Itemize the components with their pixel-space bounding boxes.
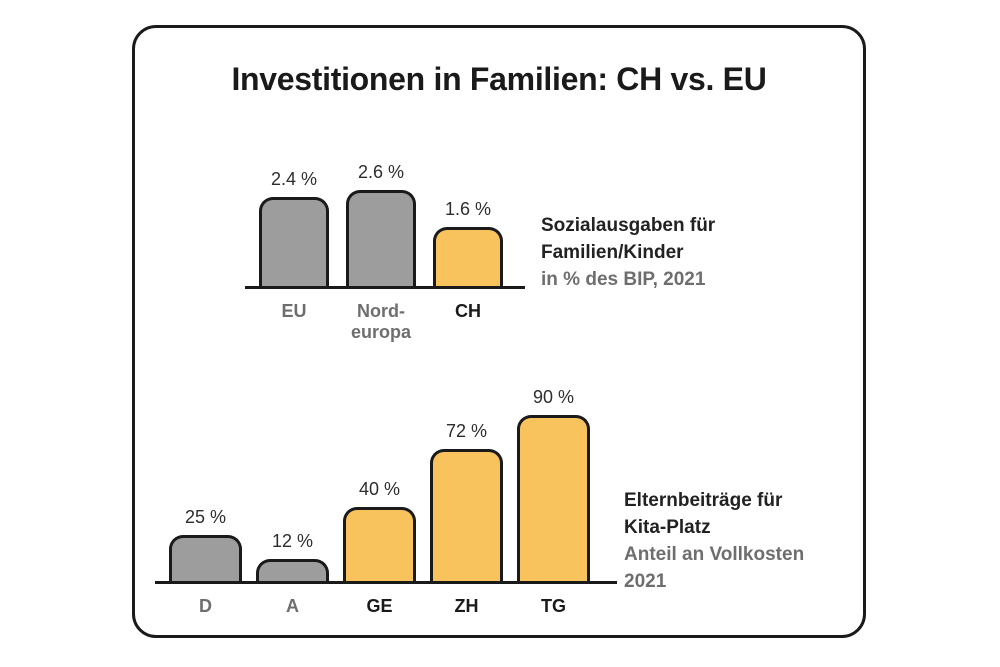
bar-value-label: 25 % xyxy=(184,507,227,527)
bar xyxy=(256,558,329,581)
chart-card: Investitionen in Familien: CH vs. EU 2.4… xyxy=(132,25,866,638)
bar xyxy=(433,226,503,286)
bar-value-label: 2.4 % xyxy=(270,169,318,190)
caption-subline: in % des BIP, 2021 xyxy=(541,269,706,290)
axis-labels-elternbeitraege: D A GE ZH TG xyxy=(155,587,617,617)
axis-labels-sozialausgaben: EU Nord- europa CH xyxy=(245,292,525,343)
bar-plot-elternbeitraege: 25 % 12 % 40 % 72 % 90 % xyxy=(155,28,617,584)
bar-value-label: 1.6 % xyxy=(444,198,492,219)
chart-caption-sozialausgaben: Sozialausgaben für Familien/Kinder in % … xyxy=(541,212,715,293)
bar-plot-sozialausgaben: 2.4 % 2.6 % 1.6 % xyxy=(245,28,525,289)
bar-column-zh: 72 % xyxy=(430,421,503,581)
category-label: D xyxy=(199,596,212,616)
caption-line: Familien/Kinder xyxy=(541,242,684,263)
bar-column-tg: 90 % xyxy=(517,387,590,581)
bar xyxy=(346,190,416,286)
bar xyxy=(343,507,416,581)
caption-line: Sozialausgaben für xyxy=(541,215,716,236)
category-label: EU xyxy=(281,301,307,321)
category-label: CH xyxy=(455,301,481,321)
bar-column-eu: 2.4 % xyxy=(259,169,329,286)
bar xyxy=(169,535,242,581)
bar xyxy=(430,448,503,581)
bar-column-d: 25 % xyxy=(169,507,242,581)
caption-subline: Anteil an Vollkosten xyxy=(624,544,805,565)
caption-line: Elternbeiträge für xyxy=(624,490,783,511)
caption-line: Kita-Platz xyxy=(624,517,711,538)
page-title: Investitionen in Familien: CH vs. EU xyxy=(231,61,767,97)
bar-column-ge: 40 % xyxy=(343,479,416,581)
category-label: Nord- europa xyxy=(350,301,411,342)
caption-subline: 2021 xyxy=(624,571,667,592)
chart-caption-elternbeitraege: Elternbeiträge für Kita-Platz Anteil an … xyxy=(624,487,804,595)
bar-value-label: 90 % xyxy=(532,387,575,408)
bar xyxy=(517,415,590,581)
bar-column-ch: 1.6 % xyxy=(433,199,503,286)
bar-column-nord-europa: 2.6 % xyxy=(346,162,416,286)
bar-value-label: 40 % xyxy=(358,479,401,500)
bar-value-label: 12 % xyxy=(271,530,314,551)
category-label: A xyxy=(286,596,299,616)
category-label: ZH xyxy=(454,596,479,616)
bar-column-a: 12 % xyxy=(256,531,329,581)
category-label: GE xyxy=(366,596,393,616)
bar-value-label: 72 % xyxy=(445,420,488,441)
category-label: TG xyxy=(541,596,566,616)
bar xyxy=(259,197,329,286)
bar-value-label: 2.6 % xyxy=(357,162,405,183)
